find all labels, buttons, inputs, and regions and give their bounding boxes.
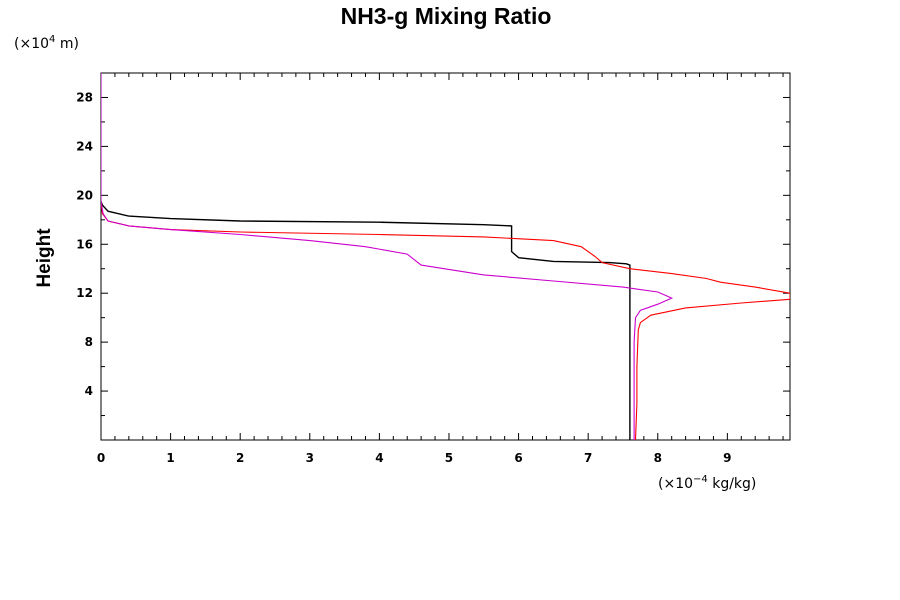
- y-tick-label: 24: [76, 139, 93, 153]
- x-tick-label: 9: [723, 451, 731, 465]
- x-tick-label: 8: [654, 451, 662, 465]
- y-tick-label: 8: [85, 335, 93, 349]
- x-tick-label: 4: [375, 451, 383, 465]
- y-axis-label: Height: [34, 228, 55, 288]
- y-tick-label: 4: [85, 384, 93, 398]
- y-tick-label: 16: [76, 237, 93, 251]
- x-axis-unit: (×10−4 kg/kg): [658, 474, 756, 492]
- series-line-1: [101, 201, 631, 440]
- x-tick-label: 2: [236, 451, 244, 465]
- x-tick-label: 6: [514, 451, 522, 465]
- plot-frame: [100, 72, 791, 441]
- chart-title: NH3-g Mixing Ratio: [341, 3, 552, 29]
- y-tick-label: 12: [76, 286, 93, 300]
- y-tick-label: 20: [76, 188, 93, 202]
- x-tick-label: 0: [97, 451, 105, 465]
- x-tick-label: 1: [166, 451, 174, 465]
- series-line-2: [101, 201, 790, 440]
- x-tick-label: 3: [306, 451, 314, 465]
- y-tick-label: 28: [76, 90, 93, 104]
- x-tick-label: 5: [445, 451, 453, 465]
- series-line-3: [101, 73, 674, 440]
- x-tick-label: 7: [584, 451, 592, 465]
- y-axis-unit: (×104 m): [14, 34, 79, 52]
